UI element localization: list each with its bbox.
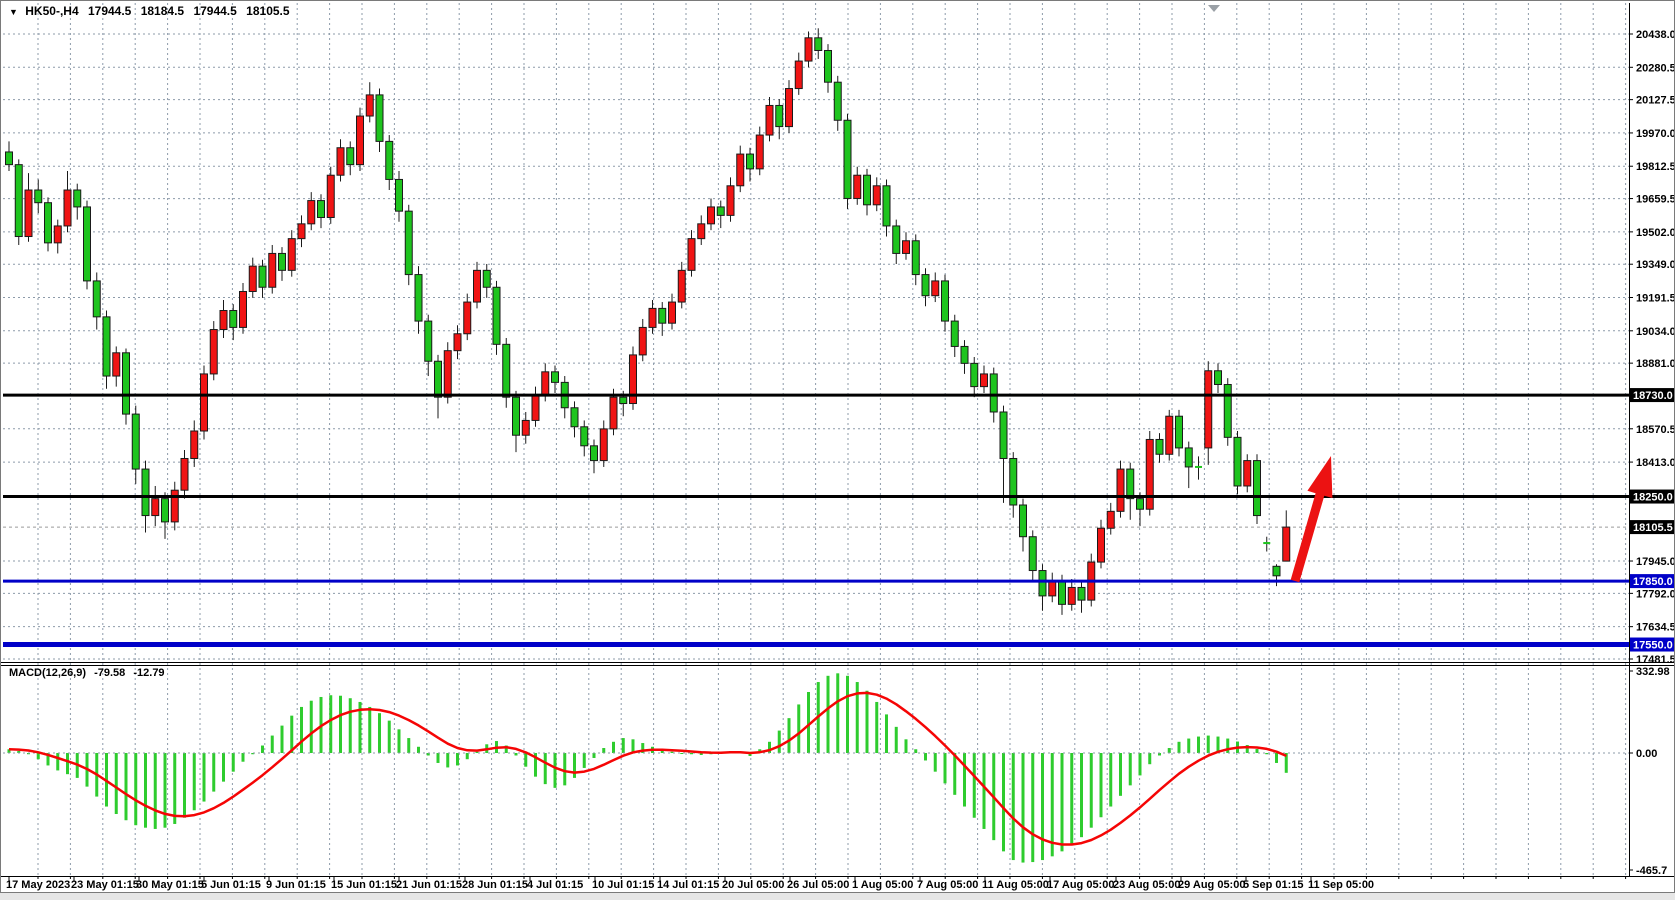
price-label-blue: 17850.0 — [1633, 576, 1673, 588]
price-axis[interactable]: 20438.0 20280.5 20127.5 19970.0 19812.5 19659… — [1629, 29, 1674, 666]
time-label: 26 Jul 05:00 — [787, 879, 849, 891]
price-label: 19349.0 — [1636, 259, 1674, 271]
macd-name: MACD(12,26,9) — [9, 667, 87, 679]
price-label-black: 18250.0 — [1633, 492, 1673, 504]
price-label-box — [1630, 520, 1674, 535]
time-label: 20 Jul 05:00 — [722, 879, 784, 891]
price-label: 17634.5 — [1636, 622, 1674, 634]
time-label: 4 Jul 01:15 — [527, 879, 583, 891]
symbol-dropdown-icon[interactable]: ▼ — [9, 7, 18, 17]
price-label-black: 18730.0 — [1633, 390, 1673, 402]
chart-shift-marker-icon[interactable] — [1208, 5, 1220, 12]
time-label: 23 May 01:15 — [71, 879, 139, 891]
macd-signal-value: -12.79 — [133, 667, 165, 679]
macd-axis-label: 0.00 — [1636, 748, 1657, 760]
price-label-current: 18105.5 — [1633, 522, 1673, 534]
price-label: 18570.5 — [1636, 424, 1674, 436]
close-value: 18105.5 — [246, 4, 290, 18]
macd-axis-label: -465.7 — [1636, 865, 1667, 877]
macd-indicator-label: MACD(12,26,9) -79.58 -12.79 — [9, 667, 170, 679]
horizontal-gridlines — [3, 33, 1629, 660]
open-value: 17944.5 — [87, 4, 132, 18]
price-label-blue: 17550.0 — [1633, 640, 1673, 652]
time-label: 21 Jun 01:15 — [396, 879, 462, 891]
horizontal-level-lines[interactable] — [3, 393, 1629, 648]
time-label: 29 Aug 05:00 — [1178, 879, 1245, 891]
price-label-box — [1630, 574, 1674, 589]
price-label: 19659.5 — [1636, 194, 1674, 206]
time-label: 11 Sep 05:00 — [1308, 879, 1374, 891]
ohlc-info-line: ▼ HK50-,H4 17944.5 18184.5 17944.5 18105… — [9, 4, 296, 18]
time-label: 5 Jun 01:15 — [201, 879, 261, 891]
time-label: 23 Aug 05:00 — [1113, 879, 1180, 891]
price-label: 19502.0 — [1636, 227, 1674, 239]
high-value: 18184.5 — [140, 4, 185, 18]
price-label: 17945.0 — [1636, 556, 1674, 568]
time-label: 17 May 2023 — [6, 879, 70, 891]
price-label-box — [1630, 489, 1674, 504]
low-value: 17944.5 — [193, 4, 237, 18]
macd-signal-line — [8, 691, 1287, 846]
price-label: 20127.5 — [1636, 95, 1674, 107]
price-label: 19970.0 — [1636, 128, 1674, 140]
time-label: 5 Sep 01:15 — [1243, 879, 1304, 891]
macd-axis[interactable]: 332.98 0.00 -465.7 — [1629, 666, 1670, 877]
macd-histogram — [7, 673, 1288, 863]
price-label: 19812.5 — [1636, 161, 1674, 173]
price-label: 20280.5 — [1636, 62, 1674, 74]
time-label: 14 Jul 01:15 — [657, 879, 719, 891]
time-label: 10 Jul 01:15 — [592, 879, 654, 891]
macd-axis-label: 332.98 — [1636, 666, 1670, 678]
price-label-box — [1630, 388, 1674, 403]
price-label: 18881.0 — [1636, 358, 1674, 370]
macd-main-value: -79.58 — [94, 667, 126, 679]
time-label: 30 May 01:15 — [136, 879, 204, 891]
time-label: 17 Aug 05:00 — [1047, 879, 1114, 891]
time-label: 28 Jun 01:15 — [462, 879, 528, 891]
price-label: 18413.0 — [1636, 457, 1674, 469]
price-label: 17792.0 — [1636, 588, 1674, 600]
price-label: 17481.5 — [1636, 654, 1674, 666]
symbol-period-label: HK50-,H4 — [25, 4, 79, 18]
price-label: 19191.5 — [1636, 293, 1674, 305]
candles — [5, 28, 1291, 615]
time-label: 7 Aug 05:00 — [917, 879, 978, 891]
price-label: 19034.0 — [1636, 326, 1674, 338]
time-label: 15 Jun 01:15 — [331, 879, 397, 891]
price-label-box — [1630, 637, 1674, 652]
bullish-arrow-annotation[interactable] — [1290, 456, 1333, 583]
time-label: 1 Aug 05:00 — [852, 879, 913, 891]
time-label: 11 Aug 05:00 — [982, 879, 1049, 891]
pane-separators — [1, 3, 1674, 877]
price-label: 20438.0 — [1636, 29, 1674, 41]
time-label: 9 Jun 01:15 — [266, 879, 326, 891]
